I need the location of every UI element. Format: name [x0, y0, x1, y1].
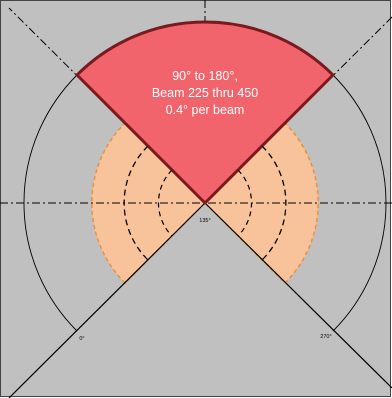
- diagonal-lower-right: [204, 202, 392, 389]
- sector-label-line3: 0.4° per beam: [166, 103, 245, 117]
- sector-label-line1: 90° to 180°,: [172, 69, 238, 83]
- small-dashed-arc-right: [237, 169, 253, 237]
- angle-label-center: 135°: [199, 218, 210, 224]
- inner-dashed-arc-left: [123, 145, 149, 261]
- angle-label-right: 270°: [320, 334, 331, 340]
- angle-label-left: 0°: [79, 336, 84, 342]
- sector-label-line2: Beam 225 thru 450: [152, 86, 258, 100]
- inner-dashed-arc-right: [261, 145, 287, 261]
- diagonal-upper-left: [8, 7, 206, 204]
- main-beam-sector: [75, 20, 335, 205]
- small-dashed-arc-left: [157, 169, 173, 237]
